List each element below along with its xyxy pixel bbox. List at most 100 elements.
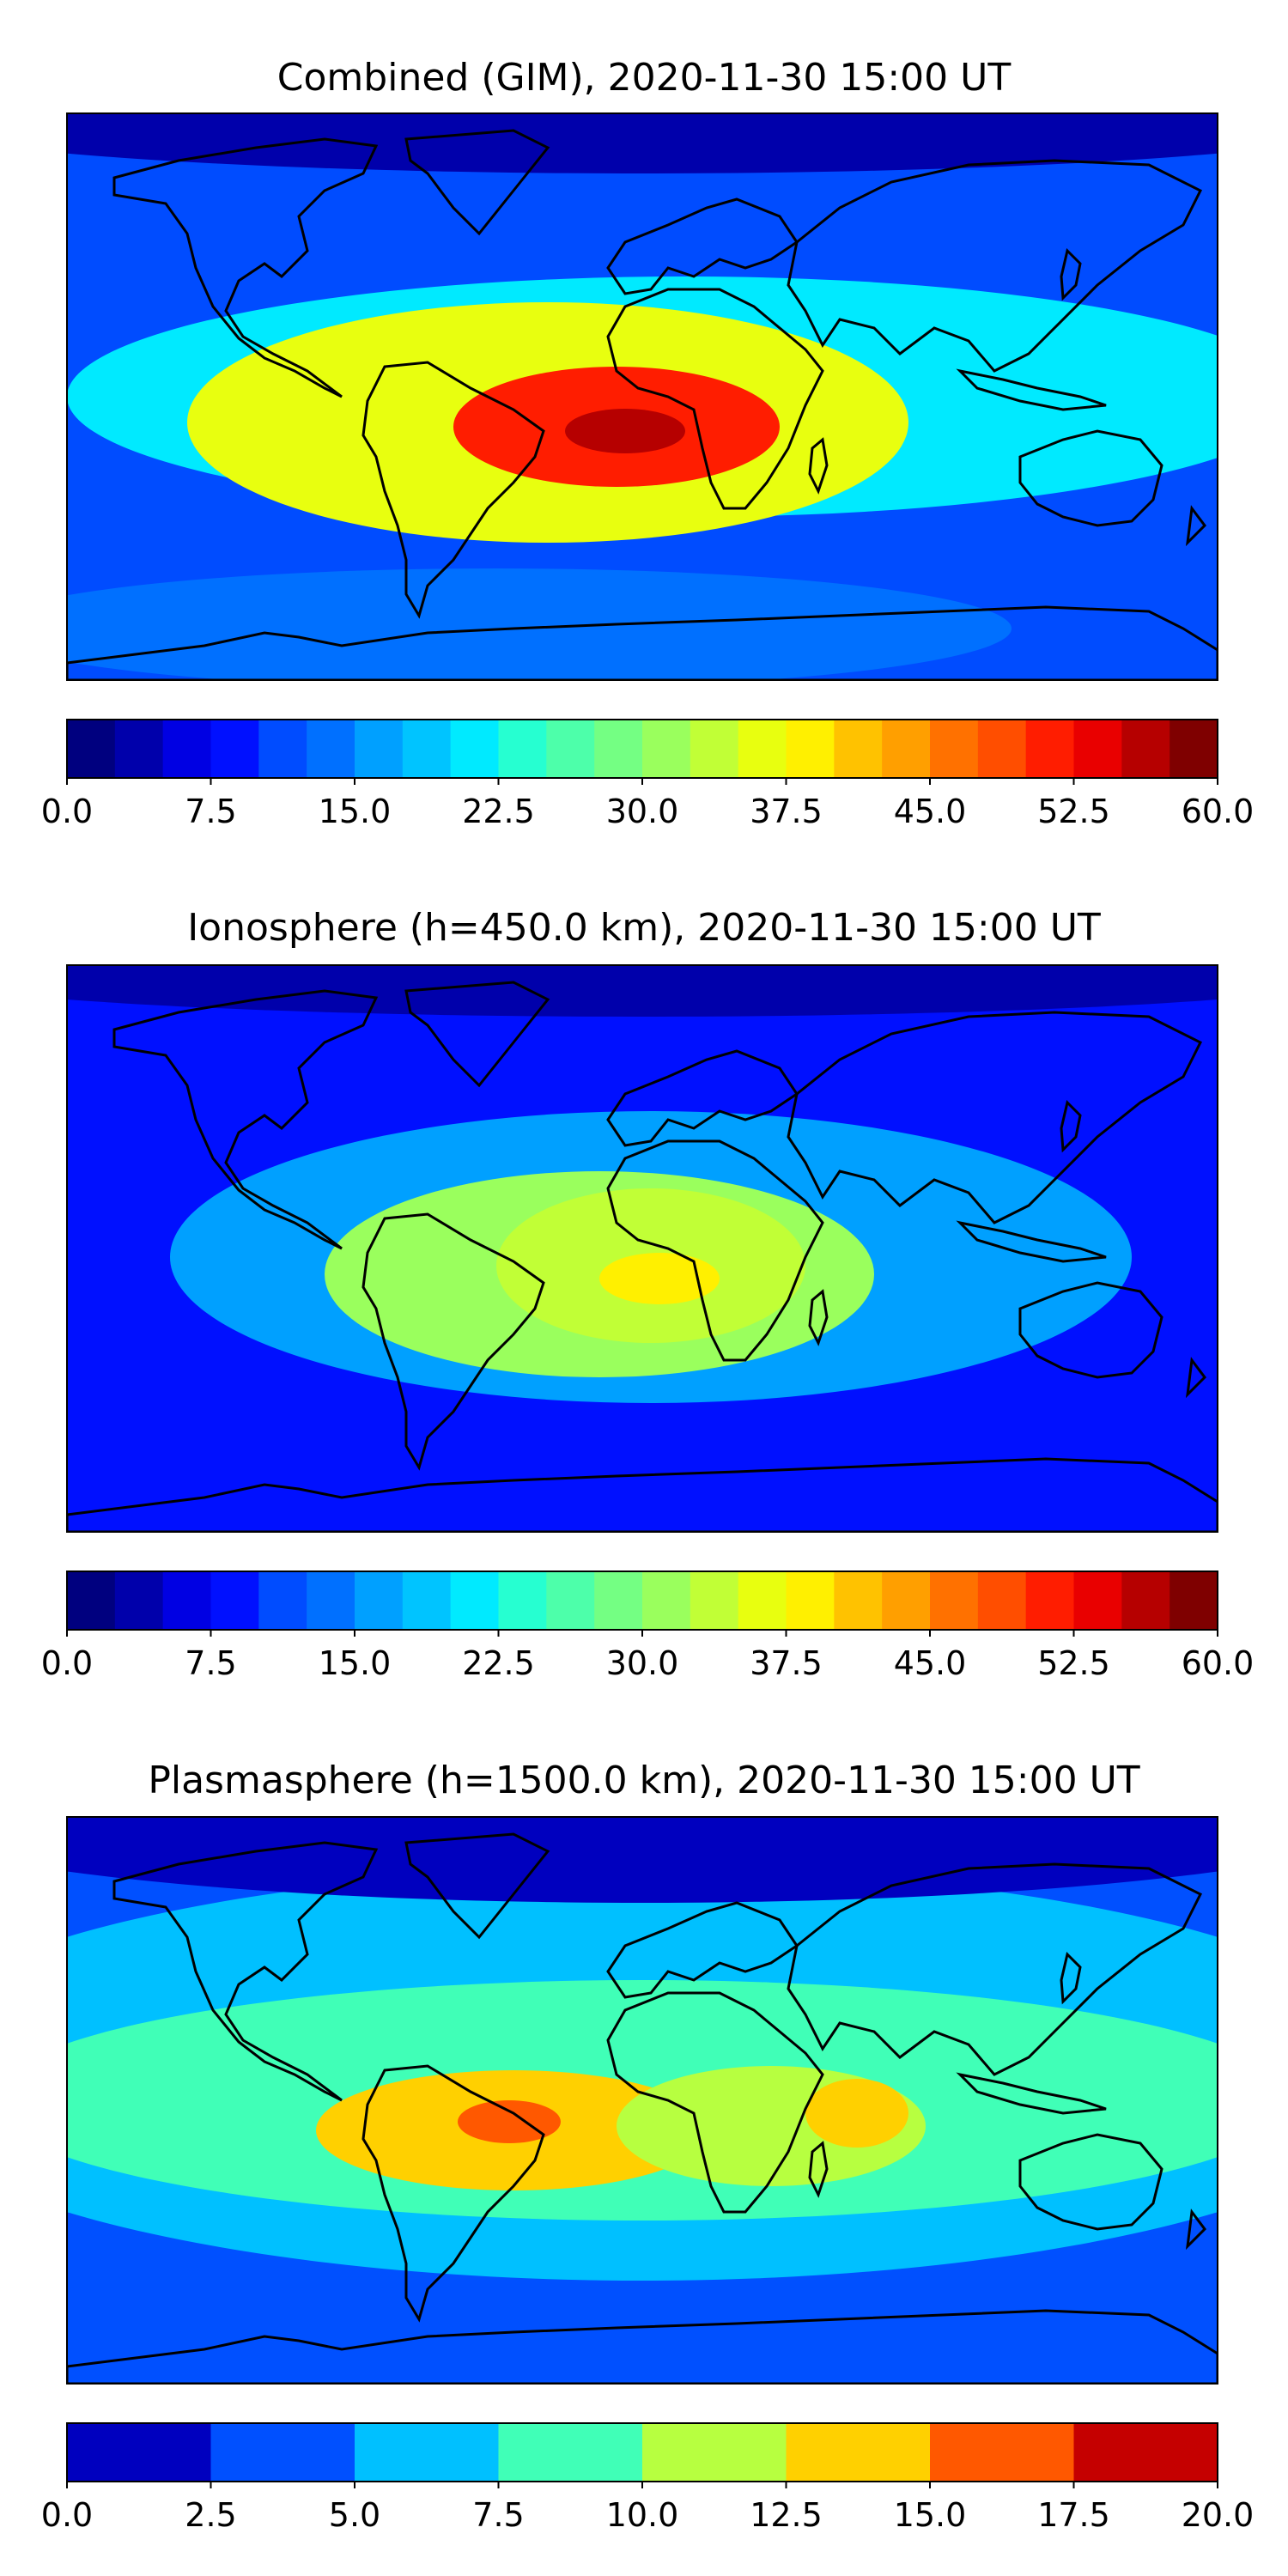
colorbar-tick-label: 30.0 [606,793,679,830]
region-indian-ocean-high [805,2079,908,2148]
colorbar-tick-label: 37.5 [750,793,823,830]
colorbar-swatch [402,720,452,778]
colorbar-swatch [1121,1571,1170,1630]
colorbar-swatch [307,1571,355,1630]
colorbar-tick-label: 37.5 [750,1644,823,1682]
colorbar-swatch [882,1571,931,1630]
colorbar-tick-label: 7.5 [185,1644,236,1682]
colorbar-swatch [355,720,404,778]
colorbar-swatch [786,720,835,778]
colorbar-swatch [210,1571,259,1630]
colorbar-swatch [738,1571,787,1630]
colorbar-tick-label: 10.0 [606,2496,679,2534]
colorbar-swatch [498,2423,643,2482]
colorbar-swatch [258,1571,307,1630]
colorbar-tick-label: 0.0 [41,2496,93,2534]
colorbar-tick-label: 17.5 [1037,2496,1110,2534]
map-frame [66,112,1218,681]
colorbar-tick-label: 15.0 [894,2496,967,2534]
colorbar-swatch [114,720,164,778]
colorbar-tick-label: 30.0 [606,1644,679,1682]
colorbar-swatch [450,720,500,778]
colorbar-swatch [642,1571,691,1630]
colorbar-swatch [786,1571,835,1630]
colorbar-swatch [210,720,259,778]
colorbar-tick-label: 45.0 [894,793,967,830]
colorbar-swatch [67,1571,116,1630]
colorbar-swatch [546,720,595,778]
colorbar-swatch [738,720,787,778]
colorbar-swatch [594,720,643,778]
region-west-pacific [934,362,1218,483]
colorbar-swatch [642,2423,787,2482]
colorbar-swatch [307,720,355,778]
panel3-map [66,1816,1218,2385]
colorbar-swatch [930,2423,1075,2482]
colorbar-swatch [1025,720,1075,778]
colorbar-tick-label: 60.0 [1182,1644,1255,1682]
colorbar-swatch [1073,1571,1122,1630]
region-arctic [67,1817,1218,1903]
colorbar-tick-label: 20.0 [1182,2496,1255,2534]
colorbar-swatch [546,1571,595,1630]
colorbar-tick-label: 2.5 [185,2496,236,2534]
colorbar-swatch [882,720,931,778]
colorbar-swatch [977,1571,1027,1630]
colorbar-tick-label: 0.0 [41,1644,93,1682]
colorbar-tick-label: 22.5 [462,1644,535,1682]
region-southern-high-latitudes [67,568,1012,680]
colorbar-tick-label: 5.0 [329,2496,380,2534]
colorbar-swatch [834,1571,883,1630]
panel3-title: Plasmasphere (h=1500.0 km), 2020-11-30 1… [148,1759,1139,1802]
colorbar-swatch [355,2423,500,2482]
region-brazil-max [458,2100,561,2143]
panel2-map [66,964,1218,1533]
panel2-colorbar: 0.0 7.5 15.0 22.5 30.0 37.5 45.0 52.5 60.0 [41,1571,1255,1682]
panel1-title: Combined (GIM), 2020-11-30 15:00 UT [277,56,1012,100]
colorbar-swatch [930,720,979,778]
colorbar-swatch [114,1571,164,1630]
colorbar-swatch [402,1571,452,1630]
region-arctic [67,113,1218,173]
colorbar-tick-label: 52.5 [1037,1644,1110,1682]
colorbar-swatch [642,720,691,778]
region-central-africa-max [599,1253,720,1304]
colorbar-swatch [1170,1571,1218,1630]
colorbar-swatch [1025,1571,1075,1630]
colorbar-swatch [834,720,883,778]
colorbar-swatch [258,720,307,778]
colorbar-tick-label: 15.0 [319,793,392,830]
colorbar-swatch [1121,720,1170,778]
colorbar-swatch [977,720,1027,778]
colorbar-swatch [1073,720,1122,778]
map-frame [66,964,1218,1533]
map-frame [66,1816,1218,2385]
panel3-colorbar: 0.0 2.5 5.0 7.5 10.0 12.5 15.0 17.5 20.0 [41,2422,1255,2534]
colorbar-swatch [1073,2423,1218,2482]
region-arctic [67,965,1218,1017]
panel1-colorbar: 0.0 7.5 15.0 22.5 30.0 37.5 45.0 52.5 60.0 [41,719,1254,830]
panel1-map [66,112,1218,681]
colorbar-swatch [786,2423,931,2482]
colorbar-tick-label: 45.0 [894,1644,967,1682]
colorbar-swatch [930,1571,979,1630]
panel2-title: Ionosphere (h=450.0 km), 2020-11-30 15:0… [187,906,1101,950]
colorbar-swatch [498,720,547,778]
colorbar-tick-label: 22.5 [462,793,535,830]
colorbar-swatch [67,2423,212,2482]
colorbar-swatch [1170,720,1218,778]
colorbar-swatch [355,1571,404,1630]
colorbar-swatch [594,1571,643,1630]
region-gulf-of-guinea-max [565,409,685,453]
colorbar-tick-label: 52.5 [1037,793,1110,830]
colorbar-swatch [210,2423,355,2482]
colorbar-tick-label: 7.5 [472,2496,524,2534]
colorbar-tick-label: 7.5 [185,793,236,830]
colorbar-swatch [498,1571,547,1630]
colorbar-tick-label: 12.5 [750,2496,823,2534]
colorbar-swatch [162,1571,212,1630]
colorbar-swatch [162,720,212,778]
colorbar-swatch [67,720,116,778]
colorbar-swatch [690,720,739,778]
